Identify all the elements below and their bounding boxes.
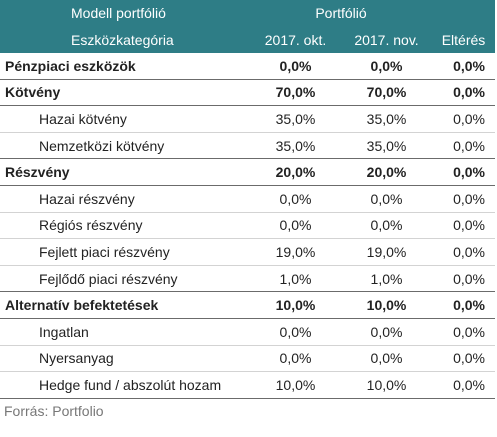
table-row: Hedge fund / abszolút hozam 10,0% 10,0% … — [0, 371, 496, 399]
row-nov: 0,0% — [341, 212, 433, 240]
table-row: Nyersanyag 0,0% 0,0% 0,0% — [0, 345, 496, 373]
row-name: Részvény — [0, 158, 250, 186]
row-diff: 0,0% — [432, 158, 496, 186]
table-header: Modell portfólió Portfólió Eszközkategór… — [0, 0, 496, 53]
row-diff: 0,0% — [432, 265, 496, 293]
row-oct: 20,0% — [250, 158, 341, 186]
row-oct: 0,0% — [250, 212, 341, 240]
row-nov: 10,0% — [341, 371, 433, 399]
table-row: Régiós részvény 0,0% 0,0% 0,0% — [0, 212, 496, 240]
row-name: Kötvény — [0, 79, 250, 107]
row-oct: 10,0% — [250, 371, 341, 399]
row-nov: 0,0% — [341, 345, 433, 373]
row-nov: 20,0% — [341, 158, 433, 186]
header-title: Modell portfólió — [0, 0, 250, 26]
row-name: Ingatlan — [0, 318, 250, 346]
table-row: Kötvény 70,0% 70,0% 0,0% — [0, 79, 496, 107]
row-name: Alternatív befektetések — [0, 291, 250, 319]
row-name: Hazai részvény — [0, 185, 250, 213]
row-name: Hedge fund / abszolút hozam — [0, 371, 250, 399]
row-diff: 0,0% — [432, 371, 496, 399]
row-name: Pénzpiaci eszközök — [0, 53, 250, 80]
row-nov: 10,0% — [341, 291, 433, 319]
row-diff: 0,0% — [432, 185, 496, 213]
portfolio-table: Modell portfólió Portfólió Eszközkategór… — [0, 0, 496, 399]
row-name: Régiós részvény — [0, 212, 250, 240]
row-name: Fejlődő piaci részvény — [0, 265, 250, 293]
row-nov: 19,0% — [341, 238, 433, 266]
row-diff: 0,0% — [432, 79, 496, 107]
portfolio-table-container: Modell portfólió Portfólió Eszközkategór… — [0, 0, 496, 419]
row-diff: 0,0% — [432, 53, 496, 80]
row-name: Nemzetközi kötvény — [0, 132, 250, 160]
header-category: Eszközkategória — [0, 26, 250, 53]
table-row: Hazai részvény 0,0% 0,0% 0,0% — [0, 185, 496, 213]
row-name: Hazai kötvény — [0, 105, 250, 133]
row-oct: 19,0% — [250, 238, 341, 266]
row-diff: 0,0% — [432, 238, 496, 266]
row-diff: 0,0% — [432, 345, 496, 373]
table-row: Fejlődő piaci részvény 1,0% 1,0% 0,0% — [0, 265, 496, 293]
row-oct: 0,0% — [250, 53, 341, 80]
row-diff: 0,0% — [432, 105, 496, 133]
table-row: Alternatív befektetések 10,0% 10,0% 0,0% — [0, 291, 496, 319]
row-nov: 0,0% — [341, 185, 433, 213]
header-empty — [432, 0, 496, 26]
row-oct: 0,0% — [250, 185, 341, 213]
row-diff: 0,0% — [432, 291, 496, 319]
row-nov: 70,0% — [341, 79, 433, 107]
source-note: Forrás: Portfolio — [4, 402, 104, 419]
table-row: Részvény 20,0% 20,0% 0,0% — [0, 158, 496, 186]
row-nov: 35,0% — [341, 105, 433, 133]
table-row: Ingatlan 0,0% 0,0% 0,0% — [0, 318, 496, 346]
table-body: Pénzpiaci eszközök 0,0% 0,0% 0,0% Kötvén… — [0, 53, 496, 399]
header-col-nov: 2017. nov. — [341, 26, 433, 53]
row-diff: 0,0% — [432, 318, 496, 346]
row-nov: 0,0% — [341, 53, 433, 80]
table-row: Hazai kötvény 35,0% 35,0% 0,0% — [0, 105, 496, 133]
table-row: Pénzpiaci eszközök 0,0% 0,0% 0,0% — [0, 53, 496, 80]
row-oct: 10,0% — [250, 291, 341, 319]
row-oct: 35,0% — [250, 132, 341, 160]
table-row: Nemzetközi kötvény 35,0% 35,0% 0,0% — [0, 132, 496, 160]
row-nov: 35,0% — [341, 132, 433, 160]
row-diff: 0,0% — [432, 212, 496, 240]
row-nov: 0,0% — [341, 318, 433, 346]
row-oct: 1,0% — [250, 265, 341, 293]
header-col-diff: Eltérés — [432, 26, 496, 53]
row-diff: 0,0% — [432, 132, 496, 160]
row-oct: 0,0% — [250, 345, 341, 373]
row-nov: 1,0% — [341, 265, 433, 293]
row-oct: 0,0% — [250, 318, 341, 346]
row-name: Fejlett piaci részvény — [0, 238, 250, 266]
row-oct: 35,0% — [250, 105, 341, 133]
header-col-oct: 2017. okt. — [250, 26, 341, 53]
table-row: Fejlett piaci részvény 19,0% 19,0% 0,0% — [0, 238, 496, 266]
header-portfolio: Portfólió — [250, 0, 433, 26]
row-name: Nyersanyag — [0, 345, 250, 373]
row-oct: 70,0% — [250, 79, 341, 107]
